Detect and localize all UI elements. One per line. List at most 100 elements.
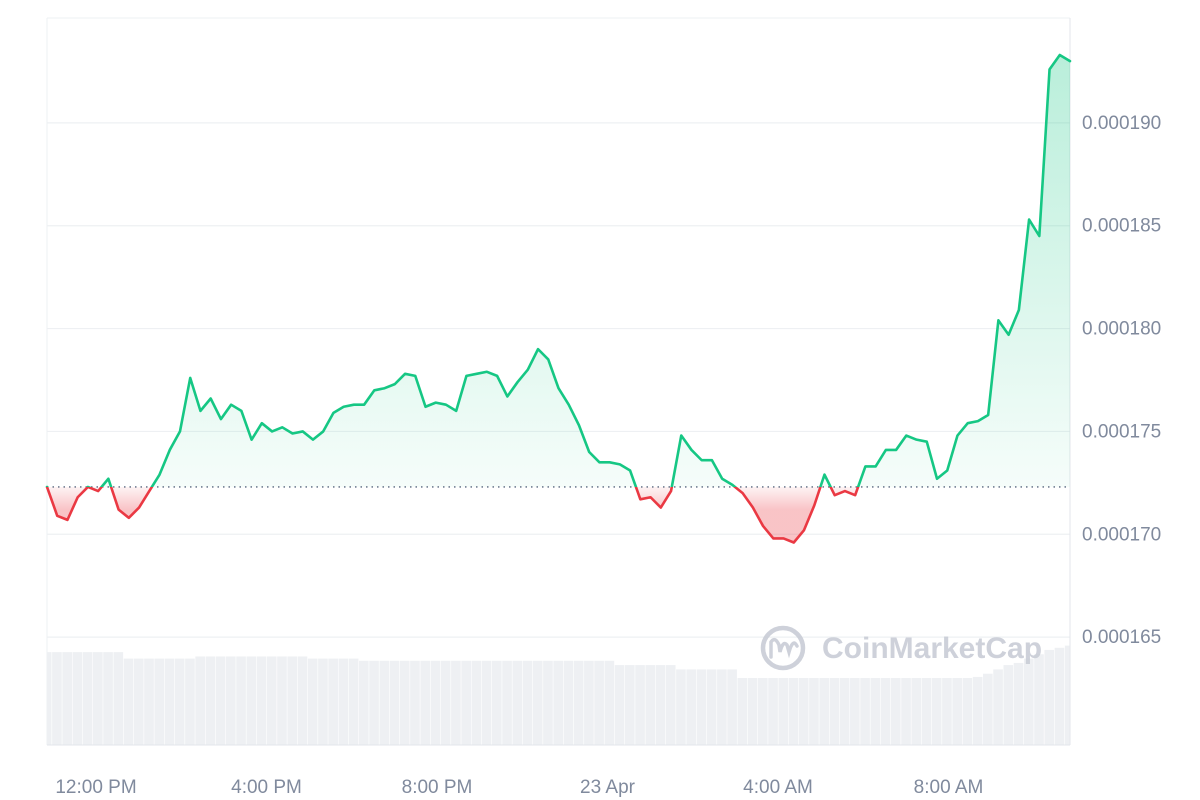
volume-bar (1003, 665, 1014, 745)
volume-bar (573, 660, 584, 745)
x-tick-label: 8:00 PM (402, 777, 473, 798)
volume-bar (553, 660, 564, 745)
volume-bar (348, 658, 359, 745)
volume-bar (205, 656, 216, 745)
volume-bar (420, 660, 431, 745)
volume-bar (604, 660, 615, 745)
volume-bar (696, 669, 707, 745)
volume-bar (768, 678, 778, 745)
volume-layer (47, 645, 1070, 745)
volume-bar (133, 658, 144, 745)
volume-bar (164, 658, 175, 745)
volume-bar (624, 665, 635, 745)
volume-bar (399, 660, 410, 745)
volume-bar (389, 660, 400, 745)
volume-bar (379, 660, 390, 745)
volume-bar (287, 656, 298, 745)
volume-bar (778, 678, 789, 745)
volume-bar (737, 678, 748, 745)
volume-bar (860, 678, 870, 745)
y-tick-label: 0.000185 (1082, 216, 1161, 237)
volume-bar (942, 678, 952, 745)
volume-bar (195, 656, 205, 745)
volume-bar (522, 660, 533, 745)
volume-bar (921, 678, 932, 745)
x-tick-label: 23 Apr (580, 777, 636, 798)
x-tick-label: 8:00 AM (914, 777, 984, 798)
x-tick-label: 4:00 PM (231, 777, 302, 798)
volume-bar (901, 678, 911, 745)
volume-bar (870, 678, 881, 745)
volume-bar (1013, 662, 1024, 745)
volume-bar (962, 678, 973, 745)
watermark-text: CoinMarketCap (822, 632, 1042, 665)
volume-bar (103, 652, 113, 745)
label-layer: 0.000165 0.000170 0.000175 0.000180 0.000185… (55, 113, 1161, 798)
volume-bar (952, 678, 962, 745)
volume-bar (829, 678, 840, 745)
volume-bar (717, 669, 727, 745)
volume-bar (256, 656, 267, 745)
volume-bar (47, 652, 52, 745)
y-tick-label: 0.000180 (1082, 319, 1161, 340)
volume-bar (93, 652, 103, 745)
volume-bar (911, 678, 922, 745)
volume-bar (757, 678, 768, 745)
volume-bar (809, 678, 819, 745)
volume-bar (972, 676, 983, 745)
volume-bar (532, 660, 543, 745)
volume-bar (215, 656, 226, 745)
grid-layer (47, 122, 1070, 638)
volume-bar (594, 660, 604, 745)
volume-bar (839, 678, 850, 745)
volume-bar (236, 656, 246, 745)
volume-bar (706, 669, 717, 745)
volume-bar (246, 656, 257, 745)
watermark: CoinMarketCap (760, 625, 1042, 671)
volume-bar (266, 656, 277, 745)
volume-bar (798, 678, 809, 745)
y-tick-label: 0.000190 (1082, 113, 1161, 134)
volume-bar (645, 665, 656, 745)
volume-bar (665, 665, 676, 745)
volume-bar (451, 660, 461, 745)
volume-bar (655, 665, 666, 745)
volume-bar (614, 665, 625, 745)
y-tick-label: 0.000170 (1082, 524, 1161, 545)
volume-bar (512, 660, 523, 745)
volume-bar (727, 669, 737, 745)
volume-bar (338, 658, 349, 745)
plot-layer (45, 53, 1072, 544)
price-area (47, 54, 1070, 543)
volume-bar (492, 660, 502, 745)
volume-bar (1044, 649, 1055, 745)
volume-bar (185, 658, 195, 745)
volume-bar (635, 665, 645, 745)
volume-bar (359, 660, 369, 745)
volume-bar (52, 652, 62, 745)
volume-bar (369, 660, 379, 745)
y-tick-label: 0.000175 (1082, 421, 1161, 442)
volume-bar (819, 678, 829, 745)
volume-bar (686, 669, 697, 745)
volume-bar (747, 678, 758, 745)
volume-bar (543, 660, 553, 745)
volume-bar (123, 658, 134, 745)
volume-bar (890, 678, 901, 745)
volume-bar (297, 656, 308, 745)
volume-bar (471, 660, 482, 745)
volume-bar (931, 678, 942, 745)
volume-bar (144, 658, 154, 745)
volume-bar (1034, 654, 1044, 745)
volume-bar (440, 660, 451, 745)
volume-bar (788, 678, 799, 745)
volume-bar (72, 652, 83, 745)
volume-bar (318, 658, 328, 745)
volume-bar (113, 652, 124, 745)
volume-bar (584, 660, 594, 745)
volume-bar (82, 652, 93, 745)
volume-bar (328, 658, 338, 745)
x-tick-label: 4:00 AM (743, 777, 813, 798)
volume-bar (277, 656, 287, 745)
